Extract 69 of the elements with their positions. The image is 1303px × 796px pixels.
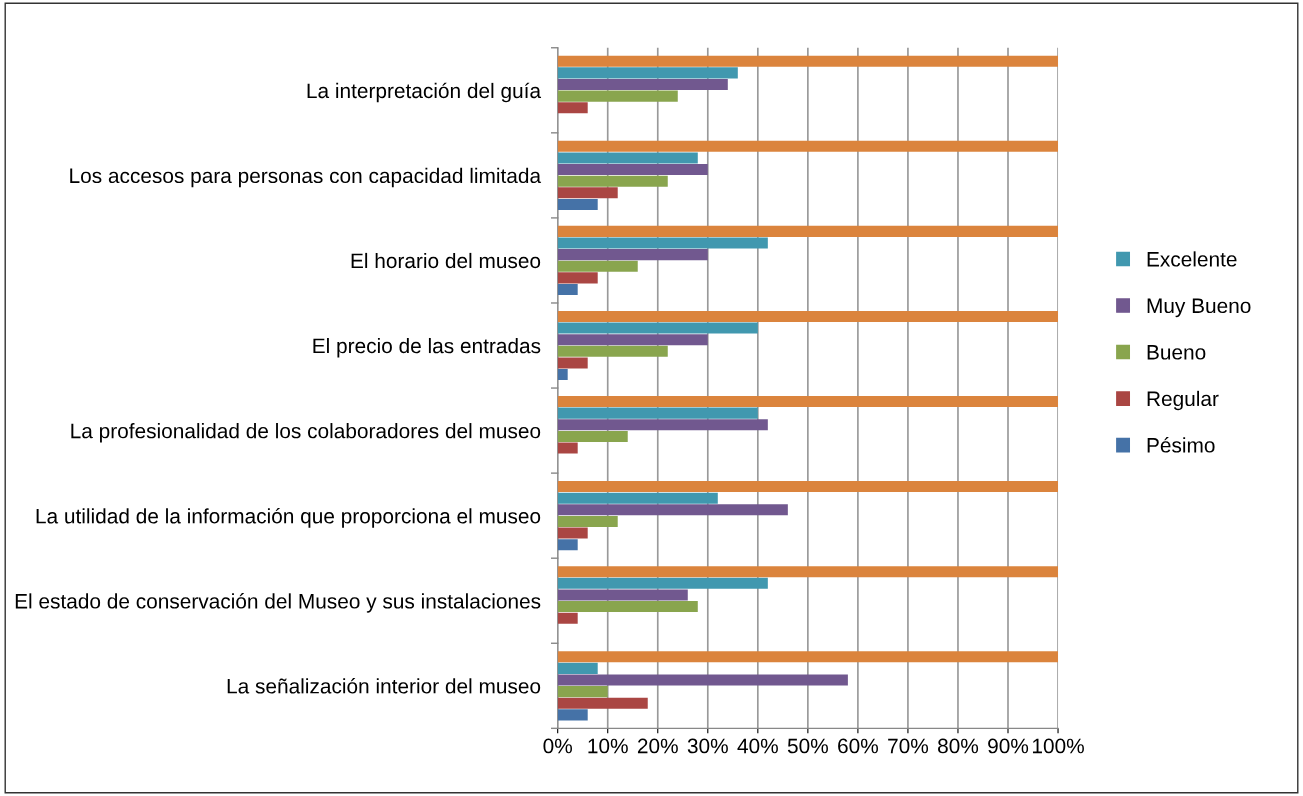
bar	[557, 481, 1059, 493]
bar	[557, 612, 578, 624]
x-tick-label: 30%	[687, 738, 728, 754]
bar	[557, 577, 768, 589]
bar	[557, 430, 628, 442]
legend-label: Regular	[1147, 390, 1219, 411]
bar	[557, 357, 588, 369]
bar	[557, 396, 1059, 408]
bar	[557, 249, 708, 261]
y-tick-label: La señalización interior del museo	[227, 678, 541, 694]
bar	[557, 407, 758, 419]
y-tick-label: La interpretación del guía	[307, 82, 542, 103]
y-tick-label: La utilidad de la información que proporciona el museo	[36, 507, 541, 528]
y-tick-label: Los accesos para personas con capacidad limitada	[70, 167, 542, 188]
x-tick-label: 60%	[838, 738, 878, 754]
bar	[557, 419, 768, 431]
bar	[557, 442, 578, 454]
x-tick-label: 40%	[737, 738, 778, 754]
legend-label: Muy Bueno	[1147, 298, 1251, 318]
bar	[557, 589, 688, 601]
legend-label: Bueno	[1147, 345, 1206, 360]
bar	[557, 662, 598, 674]
bar	[557, 504, 788, 516]
bar	[557, 515, 618, 527]
x-tick-label: 100%	[1032, 738, 1084, 754]
bar	[557, 67, 738, 79]
bar	[557, 90, 678, 102]
x-tick-label: 80%	[938, 738, 979, 754]
bar	[557, 237, 768, 249]
bar	[557, 686, 608, 698]
bar	[557, 260, 638, 272]
bar	[557, 709, 588, 721]
bar	[557, 187, 618, 199]
bar	[557, 651, 1059, 663]
bar	[557, 55, 1059, 67]
bar	[557, 674, 848, 686]
legend-label: Excelente	[1147, 251, 1237, 267]
bar	[557, 345, 668, 357]
bar	[557, 283, 578, 296]
x-tick-label: 50%	[787, 738, 828, 754]
bar	[557, 78, 728, 91]
bar	[557, 272, 598, 284]
bar	[557, 225, 1059, 237]
x-tick-label: 90%	[988, 738, 1029, 754]
bar	[557, 334, 708, 346]
x-tick-label: 70%	[888, 738, 929, 754]
y-tick-label: El horario del museo	[351, 252, 541, 269]
bar	[557, 539, 578, 551]
bar	[557, 322, 758, 334]
bar	[557, 601, 698, 613]
x-tick-label: 10%	[588, 738, 628, 754]
bar	[557, 310, 1059, 322]
bar	[557, 566, 1059, 578]
bar	[557, 175, 668, 187]
legend-label: Pésimo	[1147, 437, 1215, 453]
bar	[557, 527, 588, 539]
y-tick-label: La profesionalidad de los colaboradores del museo	[71, 423, 541, 443]
y-tick-label: El precio de las entradas	[313, 337, 541, 358]
bar	[557, 198, 598, 210]
bar	[557, 164, 708, 176]
bar	[557, 152, 698, 164]
x-tick-label: 20%	[637, 738, 678, 754]
bar	[557, 369, 568, 381]
x-tick-label: 0%	[543, 738, 572, 754]
bar	[557, 102, 588, 114]
bar	[557, 697, 648, 709]
bar	[557, 140, 1059, 152]
y-tick-label: El estado de conservación del Museo y sus instalaciones	[15, 593, 541, 613]
bar	[557, 492, 718, 504]
